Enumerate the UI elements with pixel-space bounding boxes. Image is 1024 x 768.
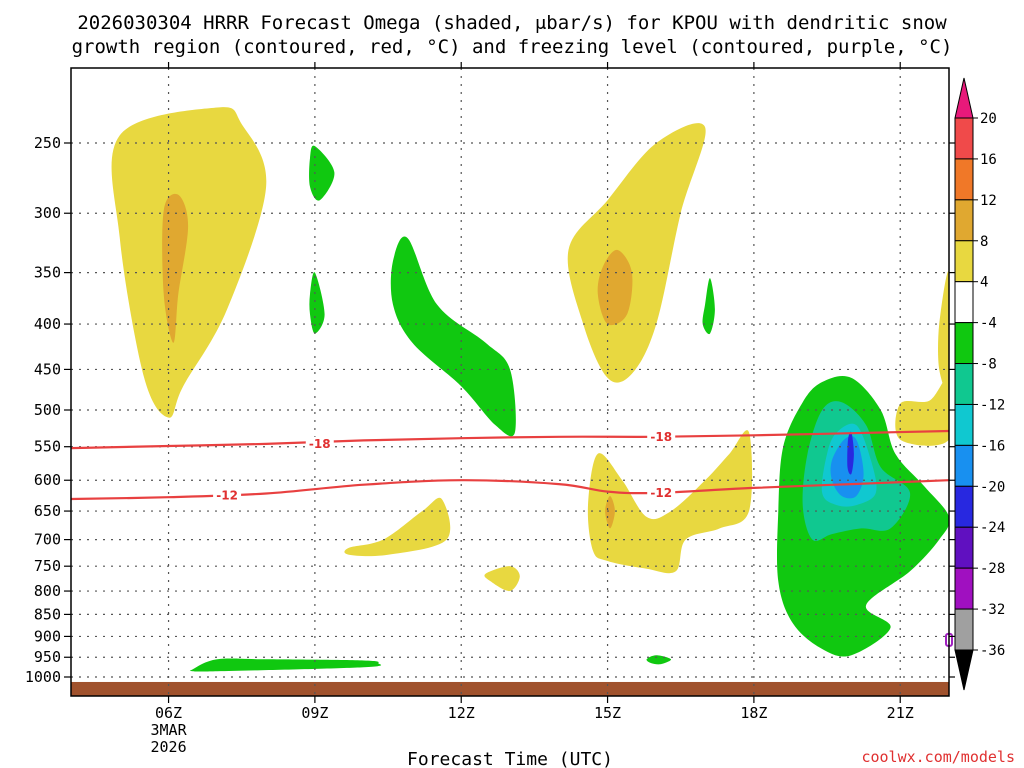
y-tick-label-900: 900 [34,627,61,645]
colorbar-segment-3 [954,240,974,283]
y-tick-label-300: 300 [34,204,61,222]
contour-label-bg-dgz-bottom-1 [647,485,676,500]
colorbar-label-11: -28 [980,561,1005,577]
y-tick-label-350: 350 [34,264,61,282]
colorbar-segment-7 [954,403,974,446]
y-tick-label-700: 700 [34,531,61,549]
colorbar-label-12: -32 [980,602,1005,618]
omega-region-yellow-east-mid [895,376,949,446]
colorbar-segment-12 [954,608,974,651]
chart-title: 2026030304 HRRR Forecast Omega (shaded, … [72,12,953,58]
y-tick-label-400: 400 [34,315,61,333]
contour-dgz-top [70,429,950,450]
omega-region-orange-west-upper [162,193,189,343]
colorbar-label-4: 4 [980,275,988,291]
y-tick-label-800: 800 [34,582,61,600]
colorbar-segment-6 [954,363,974,405]
contour-label-bg-dgz-top-0 [305,436,334,451]
omega-region-yellow-small-low [484,566,520,592]
y-tick-label-650: 650 [34,502,61,520]
omega-region-green-center-upper [390,236,516,437]
colorbar-segment-0 [954,117,974,160]
colorbar-bottom-arrow [954,649,974,691]
colorbar-segment-5 [954,322,974,365]
colorbar-segment-10 [954,526,974,569]
y-tick-label-500: 500 [34,401,61,419]
credit-text: coolwx.com/models [861,748,1015,766]
colorbar-segment-11 [954,567,974,610]
y-tick-label-950: 950 [34,648,61,666]
omega-region-yellow-center-low [587,430,753,574]
plot-frame [70,67,950,697]
colorbar-label-8: -16 [980,438,1005,454]
omega-region-yellow-west-low [344,497,451,557]
colorbar-segment-9 [954,485,974,528]
colorbar-label-1: 16 [980,152,997,168]
contour-label-dgz-bottom-0: -12 [216,488,238,502]
colorbar-segment-4 [954,281,974,324]
y-tick-label-550: 550 [34,438,61,456]
terrain-strip [71,681,949,696]
x-tick-sublabel-year: 2026 [150,738,186,756]
contour-label-dgz-top-0: -18 [309,437,331,451]
colorbar-label-7: -12 [980,397,1005,413]
y-tick-label-850: 850 [34,605,61,623]
omega-region-orange-center-low [605,496,615,529]
y-tick-label-250: 250 [34,134,61,152]
colorbar-label-6: -8 [980,357,997,373]
contour-label-bg-dgz-bottom-0 [213,488,242,503]
contour-label-bg-dgz-top-1 [647,429,676,444]
omega-region-green-small-top [309,145,335,201]
y-tick-label-1000: 1000 [25,668,61,686]
omega-region-darkblue-east [847,431,854,475]
omega-region-yellow-east-upper [938,271,949,392]
omega-region-yellow-center-upper [567,123,706,383]
colorbar-segment-2 [954,199,974,242]
x-tick-sublabel-date: 3MAR [150,721,187,739]
omega-region-green-small-right [702,278,715,335]
omega-region-green-low-west [189,658,382,672]
omega-region-yellow-west-upper [111,107,267,418]
x-tick-label-06Z: 06Z [155,704,182,722]
colorbar-label-13: -36 [980,643,1005,659]
omega-region-orange-center-upper [597,249,633,326]
x-tick-label-21Z: 21Z [887,704,914,722]
x-tick-label-09Z: 09Z [301,704,328,722]
contour-label-dgz-bottom-1: -12 [650,486,672,500]
colorbar-label-0: 20 [980,111,997,127]
colorbar-label-3: 8 [980,234,988,250]
omega-region-green-small-mid [309,272,325,334]
omega-region-blue-east [830,436,864,499]
colorbar-label-10: -24 [980,520,1005,536]
x-tick-label-12Z: 12Z [448,704,475,722]
colorbar-segment-1 [954,158,974,201]
colorbar-label-5: -4 [980,316,997,332]
contour-label-dgz-top-1: -18 [650,430,672,444]
colorbar-label-9: -20 [980,479,1005,495]
colorbar-segment-8 [954,444,974,487]
colorbar-top-arrow [954,77,974,119]
y-tick-label-750: 750 [34,557,61,575]
x-axis-title: Forecast Time (UTC) [407,749,613,768]
chart-title-line1: 2026030304 HRRR Forecast Omega (shaded, … [77,12,947,34]
y-tick-label-600: 600 [34,471,61,489]
chart-title-line2: growth region (contoured, red, °C) and f… [72,36,953,58]
x-tick-label-18Z: 18Z [740,704,767,722]
colorbar-label-2: 12 [980,193,997,209]
x-tick-label-15Z: 15Z [594,704,621,722]
y-tick-label-450: 450 [34,360,61,378]
